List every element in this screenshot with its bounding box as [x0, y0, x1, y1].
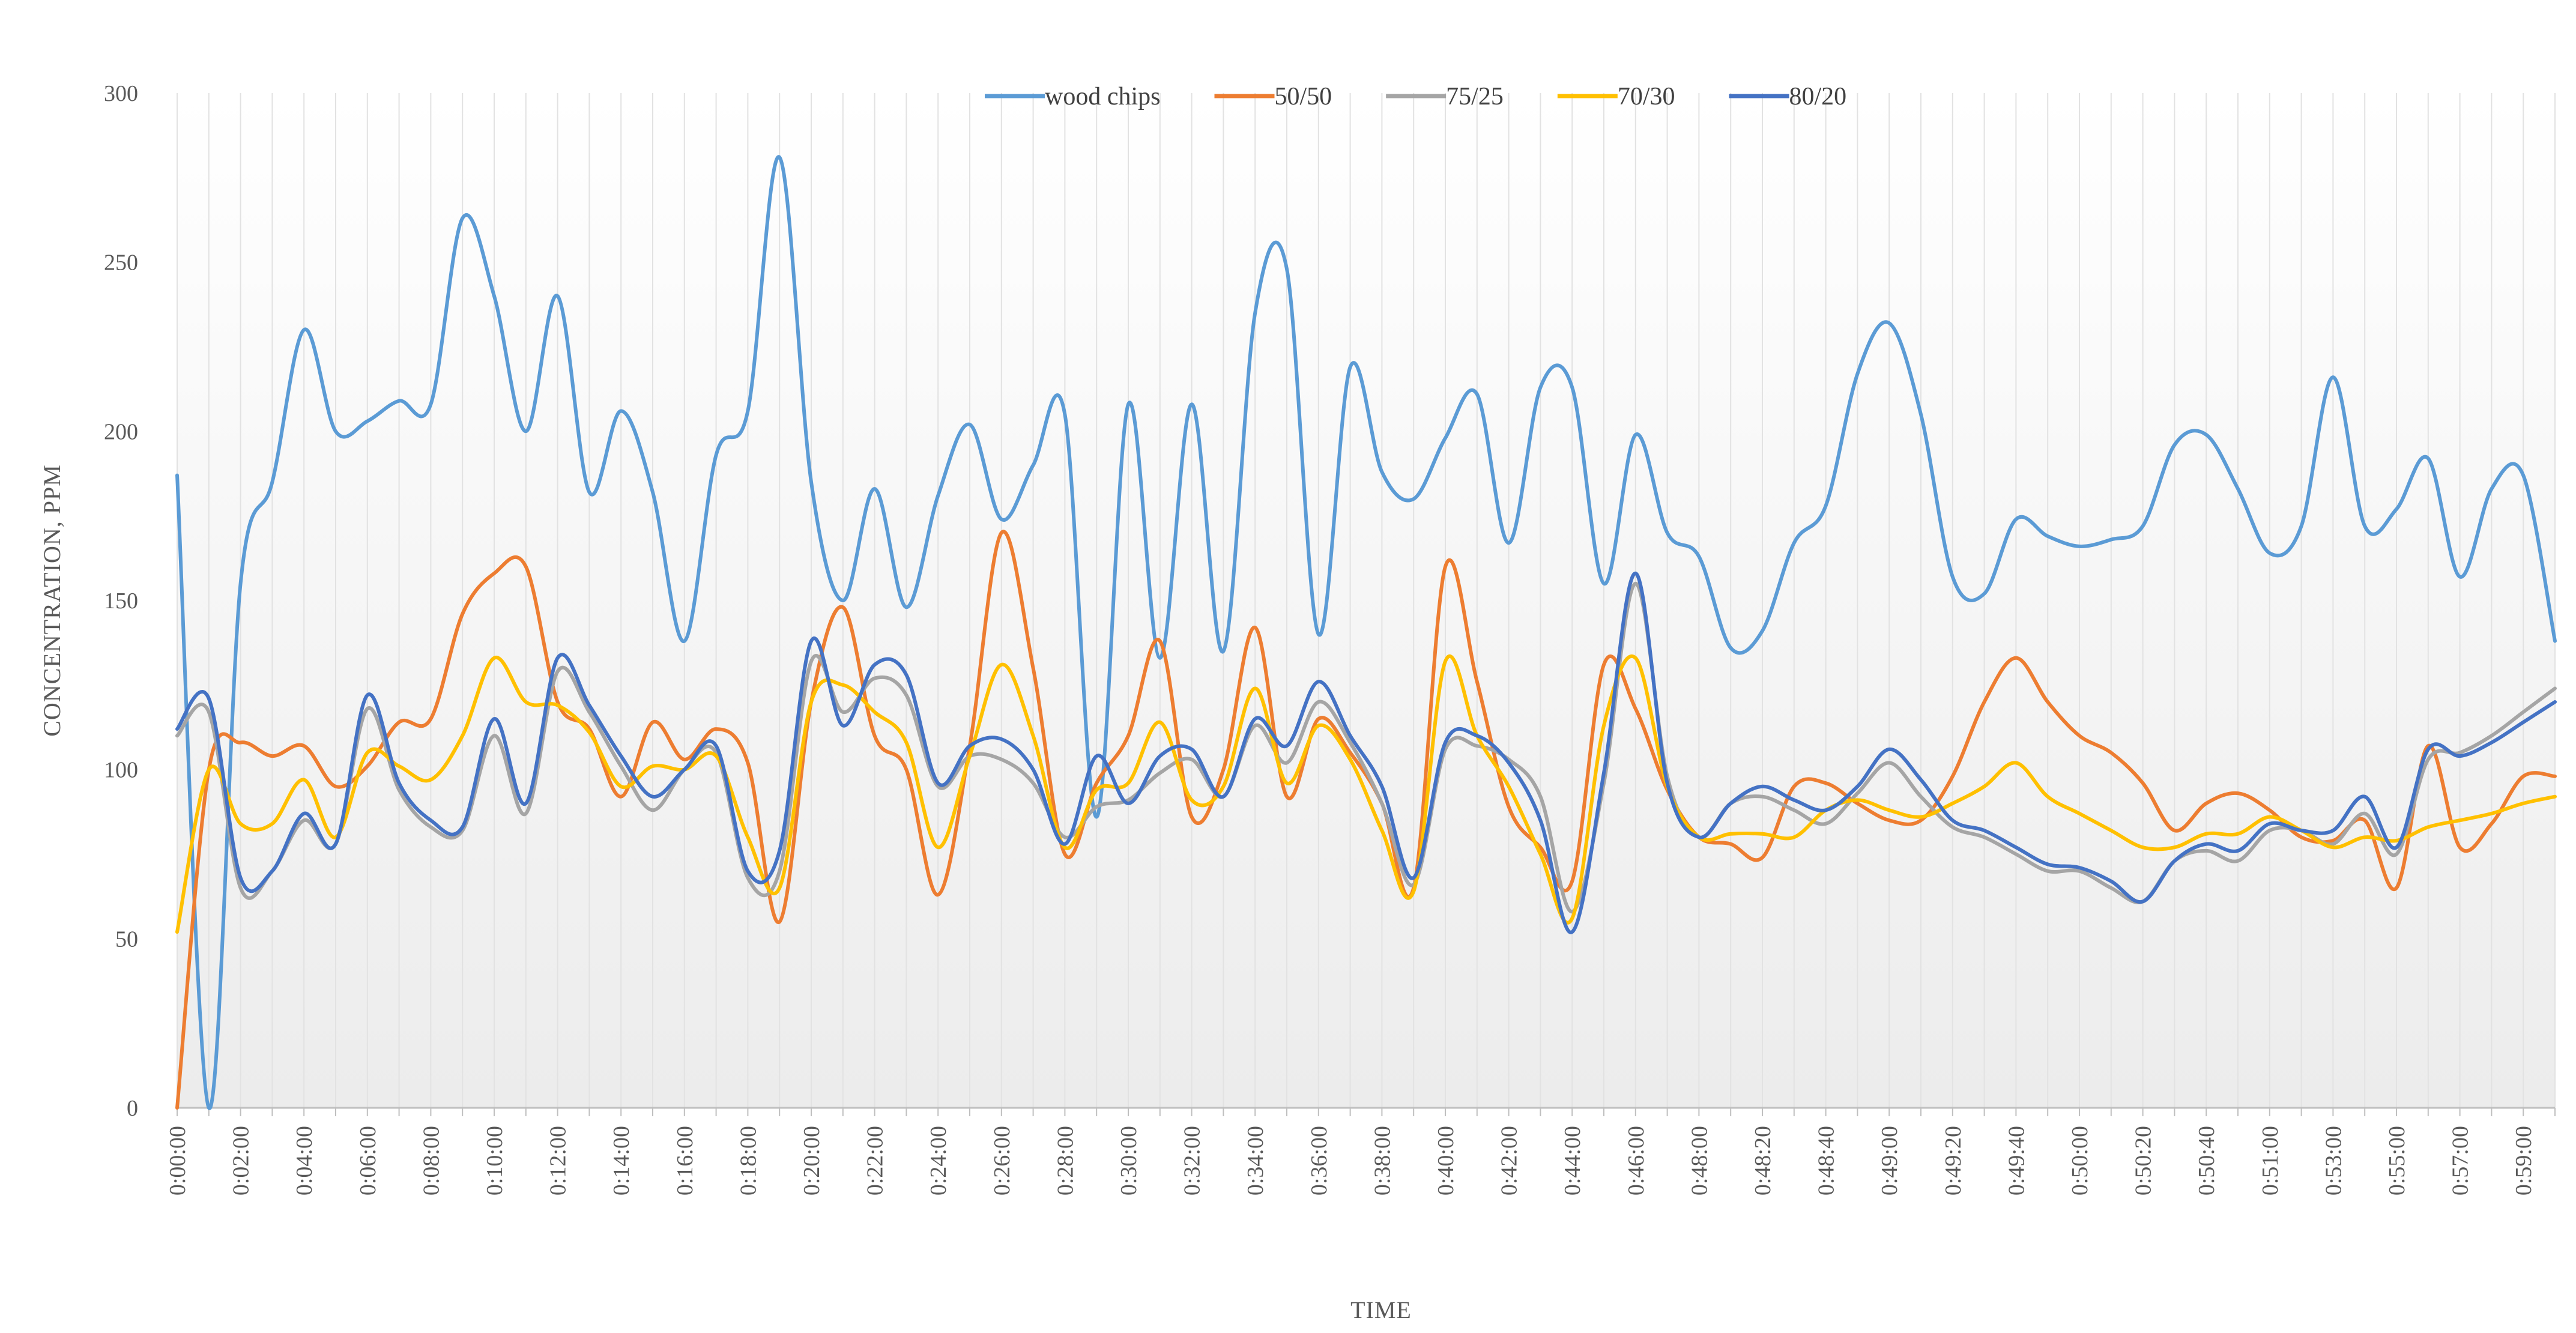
x-tick-label-0-49-20: 0:49:20: [1941, 1126, 1966, 1195]
series-line-wood-chips: [175, 155, 2557, 1110]
x-tick-label-0-55-00: 0:55:00: [2384, 1126, 2410, 1195]
x-tick-label-0-50-20: 0:50:20: [2131, 1126, 2156, 1195]
x-tick-label-0-04-00: 0:04:00: [292, 1126, 317, 1195]
x-tick-label-0-16-00: 0:16:00: [673, 1126, 698, 1195]
x-tick-label-0-48-00: 0:48:00: [1687, 1126, 1712, 1195]
legend: wood chips 50/50 75/25 70/30 80/20: [985, 83, 1846, 110]
y-axis-title: CONCENTRATION, PPM: [38, 464, 65, 737]
x-tick-label-0-08-00: 0:08:00: [419, 1126, 444, 1195]
x-tick-label-0-46-00: 0:46:00: [1624, 1126, 1649, 1195]
x-tick-label-0-34-00: 0:34:00: [1243, 1126, 1268, 1195]
x-tick-label-0-12-00: 0:12:00: [546, 1126, 571, 1195]
x-tick-label-0-36-00: 0:36:00: [1307, 1126, 1332, 1195]
x-tick-label-0-10-00: 0:10:00: [482, 1126, 507, 1195]
y-tick-label-100: 100: [104, 758, 138, 783]
series-lines: [175, 155, 2557, 1110]
x-tick-label-0-49-00: 0:49:00: [1877, 1126, 1902, 1195]
x-tick-label-0-51-00: 0:51:00: [2258, 1126, 2283, 1195]
x-axis: 0:00:00 0:02:00 0:04:00 0:06:00 0:08:00 0:10:…: [165, 1107, 2556, 1195]
x-tick-label-0-59-00: 0:59:00: [2511, 1126, 2536, 1195]
legend-label-75-25: 75/25: [1446, 83, 1504, 110]
y-tick-label-150: 150: [104, 588, 138, 614]
y-tick-label-0: 0: [127, 1096, 138, 1121]
x-tick-label-0-14-00: 0:14:00: [609, 1126, 634, 1195]
x-tick-label-0-26-00: 0:26:00: [990, 1126, 1015, 1195]
series-line-70-30: [175, 654, 2557, 934]
x-tick-label-0-22-00: 0:22:00: [863, 1126, 888, 1195]
x-tick-label-0-50-00: 0:50:00: [2067, 1126, 2093, 1195]
legend-label-70-30: 70/30: [1618, 83, 1675, 110]
x-tick-label-0-00-00: 0:00:00: [165, 1126, 190, 1195]
x-tick-label-0-50-40: 0:50:40: [2194, 1126, 2219, 1195]
plot-area: [177, 93, 2555, 1108]
y-tick-label-50: 50: [115, 926, 138, 952]
x-tick-label-0-44-00: 0:44:00: [1560, 1126, 1585, 1195]
x-tick-label-0-49-40: 0:49:40: [2004, 1126, 2029, 1195]
x-axis-title: TIME: [1350, 1296, 1412, 1323]
x-tick-label-0-40-00: 0:40:00: [1433, 1126, 1459, 1195]
y-tick-label-250: 250: [104, 250, 138, 276]
y-axis: 0 50 100 150 200 250 300: [104, 81, 138, 1121]
series-line-80-20: [175, 571, 2557, 934]
x-tick-label-0-18-00: 0:18:00: [736, 1126, 761, 1195]
x-tick-label-0-53-00: 0:53:00: [2321, 1126, 2346, 1195]
x-tick-label-0-42-00: 0:42:00: [1497, 1126, 1522, 1195]
x-tick-label-0-32-00: 0:32:00: [1180, 1126, 1205, 1195]
series-line-75-25: [175, 581, 2557, 914]
x-tick-label-0-57-00: 0:57:00: [2448, 1126, 2473, 1195]
x-tick-label-0-48-40: 0:48:40: [1814, 1126, 1839, 1195]
x-tick-label-0-28-00: 0:28:00: [1053, 1126, 1078, 1195]
x-tick-label-0-48-20: 0:48:20: [1750, 1126, 1776, 1195]
y-tick-label-200: 200: [104, 419, 138, 444]
legend-label-80-20: 80/20: [1789, 83, 1847, 110]
x-tick-label-0-24-00: 0:24:00: [926, 1126, 951, 1195]
x-tick-label-0-02-00: 0:02:00: [229, 1126, 254, 1195]
x-tick-label-0-20-00: 0:20:00: [799, 1126, 824, 1195]
vertical-gridlines: [177, 93, 2556, 1108]
legend-label-wood-chips: wood chips: [1045, 83, 1161, 110]
x-tick-label-0-06-00: 0:06:00: [355, 1126, 381, 1195]
y-tick-label-300: 300: [104, 81, 138, 106]
legend-label-50-50: 50/50: [1275, 83, 1332, 110]
x-tick-label-0-30-00: 0:30:00: [1116, 1126, 1141, 1195]
x-tick-label-0-38-00: 0:38:00: [1370, 1126, 1395, 1195]
